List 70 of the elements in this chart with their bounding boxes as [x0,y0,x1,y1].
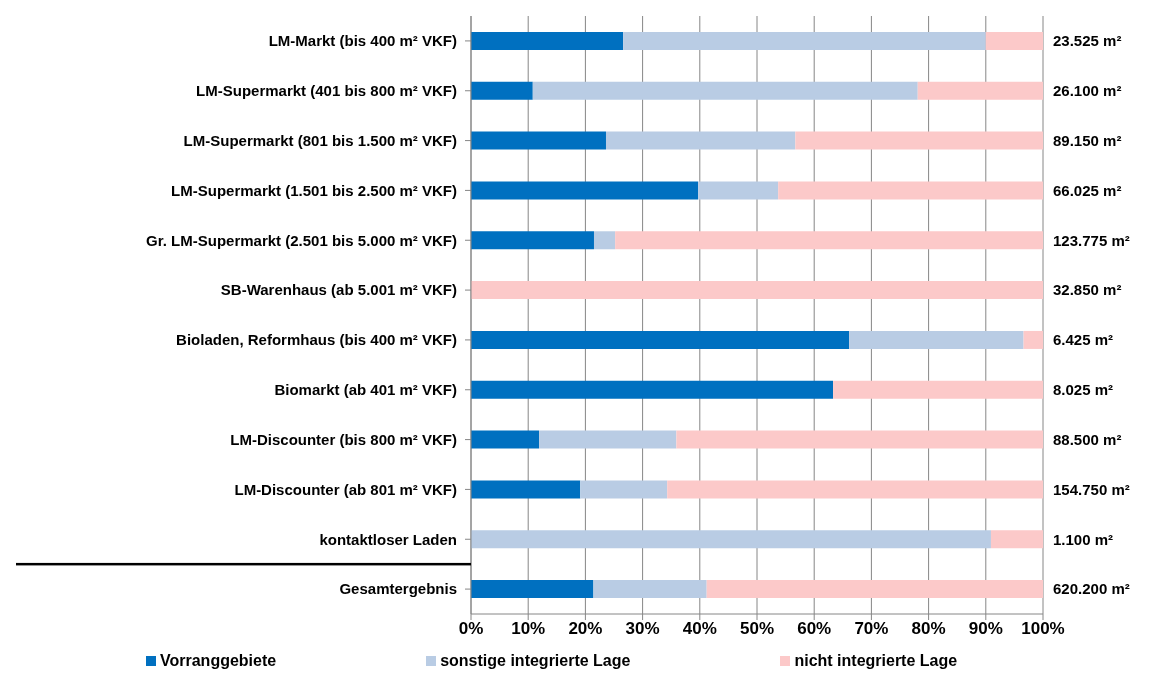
text: 8.025 m² [1053,381,1114,399]
x-tick-label: 90% [968,619,1003,639]
bar [990,530,1043,549]
bar [471,480,581,499]
text: 89.150 m² [1053,131,1122,149]
bar [471,31,624,50]
y-tick-label: kontaktloser Laden [319,530,457,548]
bar [985,31,1043,50]
bar [593,231,616,250]
x-tick-label: 80% [911,619,946,639]
y-tick-label: Biomarkt (ab 401 m² VKF) [274,381,457,398]
bar [623,31,986,50]
bar [580,480,668,499]
bar [471,231,594,250]
bar [698,181,779,200]
text: 620.200 m² [1053,580,1130,598]
legend-label: Vorranggebiete [160,652,277,670]
x-tick-label: 40% [682,619,717,639]
y-tick-label: LM-Markt (bis 400 m² VKF) [268,32,457,50]
text: 26.100 m² [1053,82,1122,100]
y-tick-label: Bioladen, Reformhaus (bis 400 m² VKF) [176,331,457,349]
bar [676,430,1043,449]
y-tick-label: Gr. LM-Supermarkt (2.501 bis 5.000 m² VKF) [146,231,457,249]
bar [471,380,834,399]
bar [778,181,1043,200]
text: 123.775 m² [1053,231,1130,249]
bar [1023,330,1043,349]
bar [795,131,1043,150]
bar [471,580,594,599]
legend-label: sonstige integrierte Lage [440,652,631,670]
bar [605,131,796,150]
bar [471,181,699,200]
x-tick-label: 70% [854,619,889,639]
bar [471,530,991,549]
x-tick-label: 30% [625,619,660,639]
y-tick-label: LM-Discounter (bis 800 m² VKF) [230,430,457,448]
bar [593,580,707,599]
bar [471,131,606,150]
x-tick-label: 100% [1021,619,1065,639]
y-tick-label: SB-Warenhaus (ab 5.001 m² VKF) [220,281,457,299]
x-tick-label: 10% [511,619,546,639]
y-tick-label: LM-Discounter (ab 801 m² VKF) [234,480,457,498]
y-tick-label: LM-Supermarkt (1.501 bis 2.500 m² VKF) [171,181,457,199]
bar [615,231,1043,250]
bar [833,380,1043,399]
x-tick-label: 60% [797,619,832,639]
y-tick-label: LM-Supermarkt (801 bis 1.500 m² VKF) [183,131,457,149]
bar [471,81,533,100]
text: 1.100 m² [1053,530,1114,548]
bar [917,81,1043,100]
text: 66.025 m² [1053,181,1122,199]
text: 23.525 m² [1053,32,1122,50]
x-tick-label: 50% [739,619,775,639]
legend-label: nicht integrierte Lage [794,652,958,670]
bar [471,430,540,449]
bar [532,81,918,100]
y-tick-label: LM-Supermarkt (401 bis 800 m² VKF) [196,82,457,99]
bar [706,580,1043,599]
x-tick-label: 0% [458,619,484,639]
bar [471,330,850,349]
text: 88.500 m² [1053,430,1122,448]
bar [539,430,677,449]
text: 154.750 m² [1053,480,1130,498]
bar [471,281,1043,300]
text: 32.850 m² [1053,281,1122,299]
text: 6.425 m² [1053,331,1114,349]
bar [849,330,1024,349]
x-tick-label: 20% [568,619,603,639]
bar [667,480,1043,499]
y-tick-label: Gesamtergebnis [339,580,457,598]
